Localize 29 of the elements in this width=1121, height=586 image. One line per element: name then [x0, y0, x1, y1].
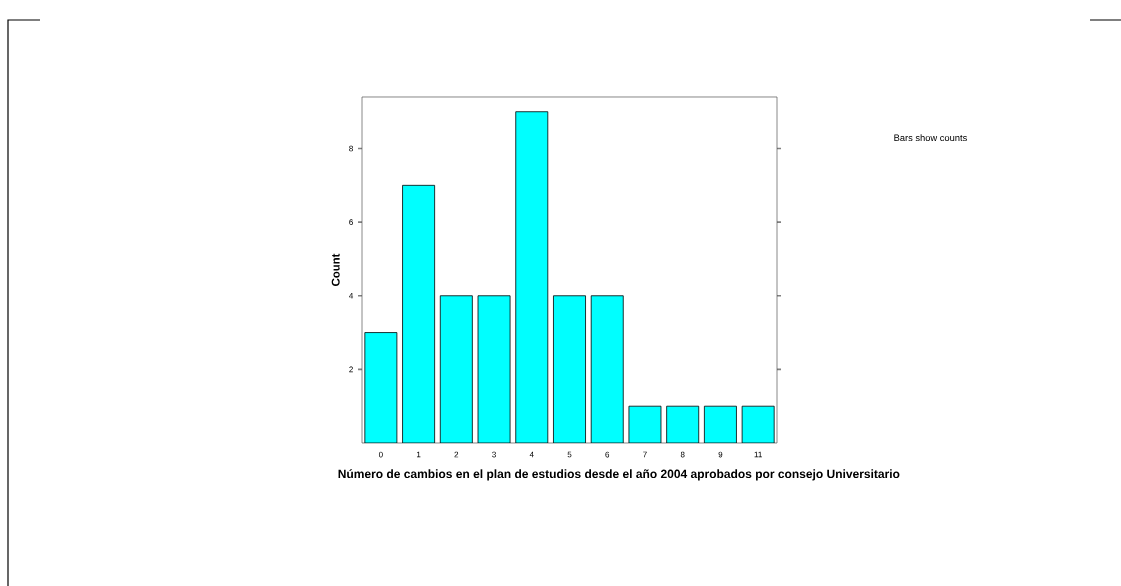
x-tick-label: 4 [529, 451, 534, 458]
x-tick-label: 5 [567, 451, 572, 458]
y-tick-label: 4 [349, 293, 354, 299]
bar [402, 184, 436, 443]
bar [741, 405, 775, 443]
bar [666, 405, 700, 443]
bar [590, 295, 624, 443]
x-tick-label: 6 [605, 451, 610, 458]
x-tick-label: 11 [754, 451, 762, 458]
x-axis-title: Número de cambios en el plan de estudios desde el año 2004 aprobados por consejo Universitario [338, 469, 900, 481]
y-axis-title: Count [331, 253, 340, 286]
x-tick-label: 0 [378, 451, 383, 458]
bar [364, 332, 398, 443]
text: Bars show counts [894, 134, 967, 142]
x-tick-label: 8 [680, 451, 685, 458]
y-tick-label: 6 [349, 219, 353, 225]
bar [439, 295, 473, 443]
x-tick-label: 3 [492, 451, 496, 458]
bar [477, 295, 511, 443]
x-tick-label: 1 [416, 451, 421, 458]
bar [628, 405, 662, 443]
bar [515, 111, 549, 443]
x-tick-label: 7 [643, 451, 647, 458]
y-tick-label: 2 [349, 366, 353, 373]
bar [703, 405, 737, 443]
x-tick-label: 2 [454, 451, 459, 458]
x-tick-label: 9 [718, 451, 723, 458]
bar [553, 295, 586, 443]
y-tick-label: 8 [349, 145, 353, 152]
